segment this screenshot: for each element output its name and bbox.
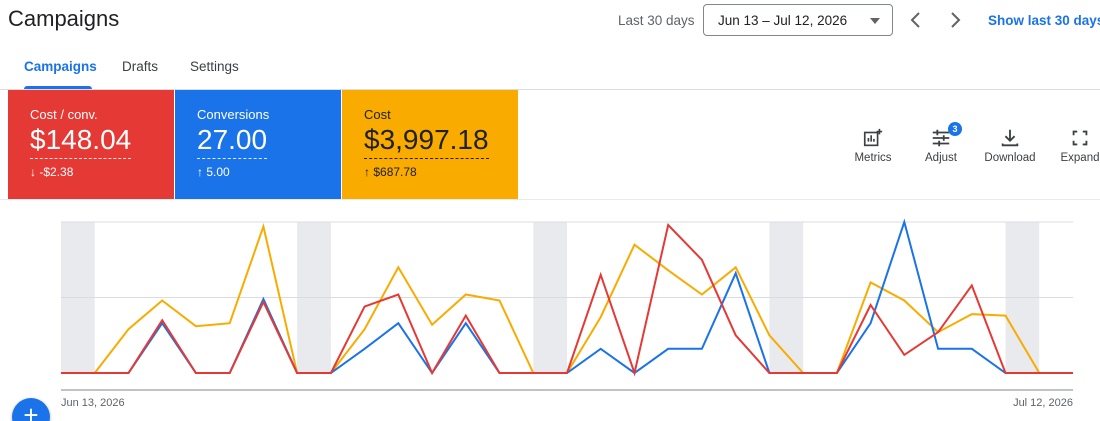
metric-label: Cost	[364, 107, 391, 122]
next-period-button[interactable]	[943, 8, 967, 32]
tab-settings[interactable]: Settings	[190, 59, 239, 74]
download-label: Download	[984, 152, 1036, 164]
metric-delta: ↑ 5.00	[197, 165, 341, 179]
create-fab-button[interactable]: +	[12, 398, 50, 421]
adjust-button[interactable]: 3 Adjust	[911, 122, 971, 164]
show-last-30-days-link[interactable]: Show last 30 days	[988, 13, 1100, 28]
active-tab-indicator	[24, 86, 92, 89]
expand-button[interactable]: Expand	[1050, 127, 1100, 164]
download-icon	[1001, 129, 1019, 147]
adjust-label: Adjust	[925, 152, 957, 164]
page-title: Campaigns	[8, 6, 120, 31]
metric-delta: ↓ -$2.38	[30, 165, 174, 179]
arrow-up-icon: ↑	[197, 165, 203, 179]
metric-label: Cost / conv.	[30, 107, 98, 122]
dropdown-caret-icon	[870, 18, 880, 24]
expand-icon	[1072, 130, 1088, 146]
metrics-label: Metrics	[854, 152, 892, 164]
metric-value: $3,997.18	[364, 124, 489, 159]
download-button[interactable]: Download	[980, 127, 1040, 164]
chart-divider	[0, 199, 1100, 200]
arrow-up-icon: ↑	[364, 165, 370, 179]
x-axis-start-label: Jun 13, 2026	[61, 397, 125, 409]
metrics-chart-icon	[863, 128, 883, 147]
date-range-label: Last 30 days	[618, 13, 695, 28]
performance-line-chart: Jun 13, 2026 Jul 12, 2026	[61, 218, 1073, 409]
date-range-value: Jun 13 – Jul 12, 2026	[718, 12, 848, 28]
metric-delta: ↑ $687.78	[364, 165, 518, 179]
expand-label: Expand	[1060, 152, 1100, 164]
plus-icon: +	[23, 400, 39, 421]
chevron-right-icon	[951, 12, 961, 28]
adjust-count-badge: 3	[948, 122, 962, 136]
metric-card-conversions[interactable]: Conversions 27.00 ↑ 5.00	[175, 90, 341, 199]
date-range-dropdown[interactable]: Jun 13 – Jul 12, 2026	[703, 4, 893, 36]
chevron-left-icon	[910, 12, 920, 28]
arrow-down-icon: ↓	[30, 165, 36, 179]
tabs-divider	[0, 89, 1100, 90]
metric-label: Conversions	[197, 107, 270, 122]
tab-campaigns[interactable]: Campaigns	[24, 59, 97, 74]
previous-period-button[interactable]	[904, 8, 928, 32]
x-axis-end-label: Jul 12, 2026	[1013, 397, 1073, 409]
metric-card-cost-per-conversion[interactable]: Cost / conv. $148.04 ↓ -$2.38	[8, 90, 174, 199]
metric-card-cost[interactable]: Cost $3,997.18 ↑ $687.78	[342, 90, 518, 199]
metric-value: $148.04	[30, 124, 132, 159]
metric-delta-value: $687.78	[373, 165, 417, 179]
tab-drafts[interactable]: Drafts	[122, 59, 159, 74]
metric-delta-value: -$2.38	[39, 165, 74, 179]
metric-delta-value: 5.00	[206, 165, 230, 179]
tune-sliders-icon	[932, 129, 950, 147]
metric-value: 27.00	[197, 124, 268, 159]
metrics-button[interactable]: Metrics	[843, 127, 903, 164]
series-line-2	[61, 222, 1073, 377]
